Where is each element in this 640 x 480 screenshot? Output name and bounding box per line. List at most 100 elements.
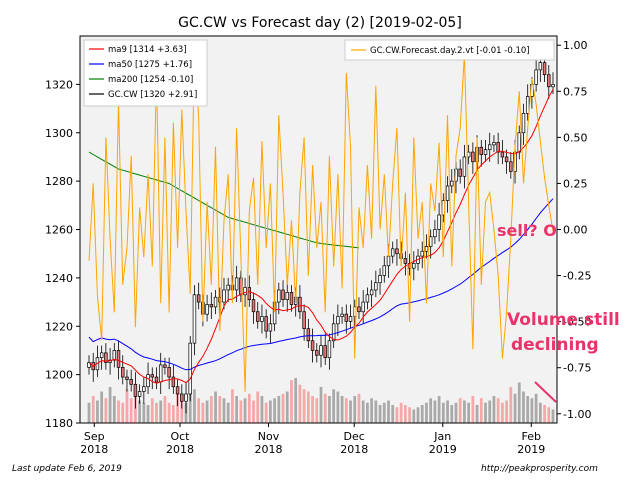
volume-bar [188,387,192,423]
candle-body [104,352,108,363]
volume-bar [416,407,420,423]
x-tick-label: Dec [344,430,365,443]
volume-bar [193,389,196,423]
right-tick-label: -0.75 [563,362,591,375]
candle-body [142,386,146,392]
candle-body [129,379,133,385]
candle-body [289,292,294,305]
chart-title: GC.CW vs Forecast day (2) [2019-02-05] [178,15,462,31]
volume-bar [247,393,251,423]
volume-bar [458,398,462,423]
candle-body [163,364,167,368]
right-y-axis: 1.00 0.75 0.50 0.25 0.00 -0.25 -0.50 -0.75 -1.00 [557,39,591,421]
volume-bar [269,400,272,423]
volume-bar [509,387,513,423]
volume-bar [357,393,361,423]
volume-bar [264,402,268,423]
candle-body [450,180,454,187]
volume-bar [91,396,95,423]
candle-body [496,142,500,153]
volume-bar [471,396,475,423]
left-tick-label: 1220 [45,320,73,333]
volume-bar [176,391,179,423]
candle-body [382,265,386,276]
volume-bar [256,391,260,423]
candle-body [517,132,521,153]
volume-bar [290,380,293,423]
volume-bar [543,405,546,423]
right-tick-label: -0.25 [563,270,591,283]
candle-body [298,296,302,313]
x-tick-label: 2018 [80,443,108,456]
volume-bar [125,389,129,423]
candle-body [437,214,441,230]
candle-body [222,289,226,303]
volume-bar [378,405,382,423]
volume-arrow [534,381,557,403]
volume-bar [201,402,205,423]
volume-bar [463,400,466,423]
candle-body [483,149,488,155]
volume-bar [243,398,247,423]
candle-body [112,350,117,361]
volume-bar [281,393,285,423]
candle-body [196,294,201,303]
volume-bar [349,400,352,423]
left-tick-label: 1200 [45,369,73,382]
forecast-line [88,45,554,392]
volume-bar [209,396,213,423]
left-tick-label: 1300 [45,127,73,140]
volume-bar [319,387,323,423]
candle-body [158,364,163,383]
candle-body [125,376,129,380]
volume-bar [332,389,336,423]
candle-body [458,168,462,177]
candle-body [268,323,273,332]
volume-bar [214,391,217,423]
volume-bar [513,393,517,423]
volume-bar [167,402,171,423]
x-tick-label: Jan [433,430,451,443]
candle-body [260,316,264,322]
candle-body [378,275,382,284]
candle-body [390,248,395,257]
volume-bar [159,400,163,423]
candle-body [433,229,437,238]
volume-bar [142,402,146,423]
volume-bar [134,396,137,423]
source-url-text: http://peakprosperity.com [481,464,598,474]
legend-left-label: ma200 [1254 -0.10] [108,75,193,85]
candle-body [462,156,467,177]
candle-body [327,340,332,359]
volume-bar [235,396,239,423]
volume-annotation-line2: declining [511,335,599,355]
volume-bar [306,391,310,423]
left-y-axis: 1180 1200 1220 1240 1260 1280 1300 1320 [45,78,80,430]
volume-bar [450,405,454,423]
legend-left-label: ma50 [1275 +1.76] [108,60,192,70]
volume-bar [441,402,445,423]
candle-body [121,367,125,378]
volume-bar [117,400,120,423]
right-tick-label: -1.00 [563,408,591,421]
volume-bar [100,391,104,423]
right-tick-label: -0.50 [563,316,591,329]
volume-bar [311,396,314,423]
candle-body [424,246,429,252]
volume-bar [273,398,276,423]
volume-bar [171,405,175,423]
legend-right-box [344,39,555,61]
candle-body [492,142,496,146]
candle-body [137,391,142,397]
candle-body [479,146,484,155]
candle-body [205,304,209,315]
volume-bar [505,400,508,423]
ma50-line [88,198,554,371]
candle-body [547,74,551,88]
volume-bar [429,398,433,423]
legend-left-label: GC.CW [1320 +2.91] [108,90,197,100]
volume-layer [87,378,555,423]
candle-body [374,282,378,291]
volume-bar [315,398,319,423]
